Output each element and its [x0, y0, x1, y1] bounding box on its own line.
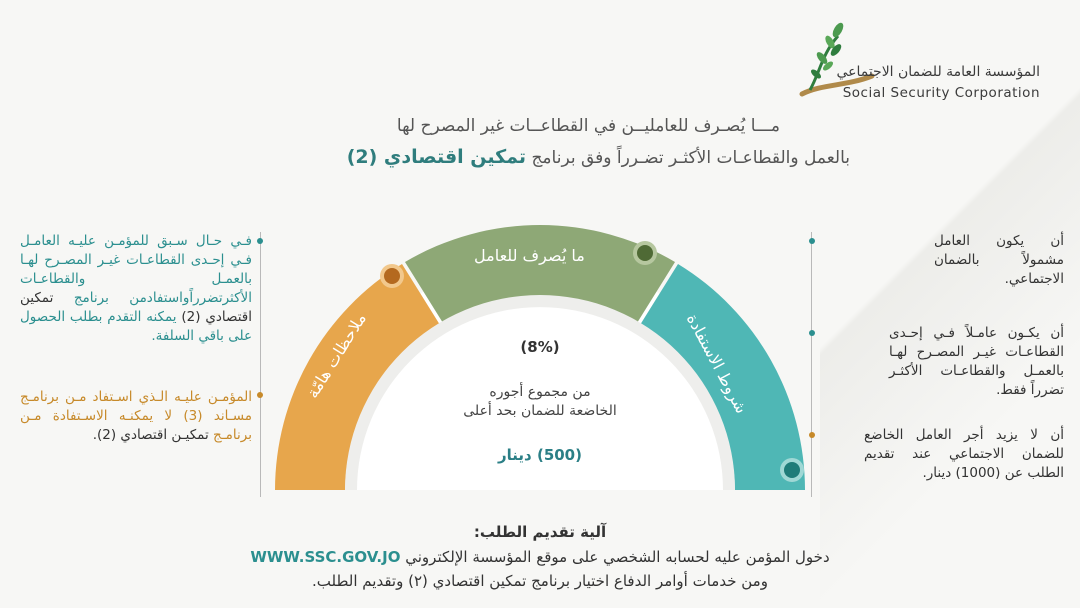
olive-branch-icon [799, 22, 875, 97]
notes-divider [260, 232, 261, 497]
gauge-segment-benefit [405, 225, 675, 323]
condition-2: أن يكـون عامـلاً فـي إحـدى القطاعـات غيـ… [889, 325, 1064, 398]
condition-bullet-1 [809, 238, 815, 244]
notes-column: فـي حـال سـبق للمؤمـن عليـه العامـل فـي … [18, 232, 266, 502]
headline-line2-text: بالعمل والقطاعـات الأكثـر تضـرراً وفق بر… [531, 148, 850, 168]
conditions-column: أن يكون العامل مشمولاً بالضمان الاجتماعي… [809, 232, 1064, 502]
note-2: المؤمـن عليـه الـذي اسـتفاد مـن برنامـج … [20, 388, 252, 445]
note-bullet-2 [257, 392, 263, 398]
note-2-program: تمكيـن اقتصادي (2). [92, 427, 209, 443]
application-step-1-text: دخول المؤمن عليه لحسابه الشخصي على موقع … [405, 548, 830, 566]
application-mechanism-title: آلية تقديم الطلب: [473, 523, 607, 541]
application-step-1: دخول المؤمن عليه لحسابه الشخصي على موقع … [0, 548, 1080, 566]
background-stripe [820, 0, 1080, 608]
condition-3: أن لا يزيد أجر العامل الخاضع للضمان الاج… [864, 427, 1064, 481]
note-bullet-1 [257, 238, 263, 244]
benefit-gauge [275, 225, 805, 490]
note-1-text: فـي حـال سـبق للمؤمـن عليـه العامـل فـي … [20, 233, 252, 306]
logo-name-english: Social Security Corporation [842, 85, 1040, 101]
note-1-text-end: يمكنه التقدم بطلب الحصول على باقي السلفة… [20, 309, 252, 344]
condition-bullet-3 [809, 432, 815, 438]
benefit-max-amount: (500) دينار [498, 446, 582, 464]
application-step-2: ومن خدمات أوامر الدفاع اختيار برنامج تمك… [312, 572, 768, 590]
condition-1: أن يكون العامل مشمولاً بالضمان الاجتماعي… [934, 233, 1064, 287]
headline-line1: مـــا يُصـرف للعامليــن في القطاعــات غي… [396, 116, 780, 136]
benefit-desc-line2: الخاضعة للضمان بحد أعلى [463, 403, 617, 419]
program-name-highlight: تمكين اقتصادي (2) [346, 146, 527, 168]
note-2-text: المؤمـن عليـه الـذي اسـتفاد مـن برنامـج … [20, 389, 253, 443]
gauge-segment-notes [275, 264, 440, 490]
conditions-divider [811, 232, 812, 497]
gauge-dot-left [384, 268, 400, 284]
gauge-dot-right [784, 462, 800, 478]
note-1: فـي حـال سـبق للمؤمـن عليـه العامـل فـي … [20, 232, 252, 346]
ssc-logo: المؤسسة العامة للضمان الاجتماعي Social S… [792, 14, 1062, 104]
headline-line2: بالعمل والقطاعـات الأكثـر تضـرراً وفق بر… [347, 146, 850, 168]
segment-label-benefit: ما يُصرف للعامل [474, 246, 585, 265]
logo-name-arabic: المؤسسة العامة للضمان الاجتماعي [836, 64, 1040, 80]
benefit-percent: (8%) [520, 338, 560, 356]
ssc-website-link[interactable]: WWW.SSC.GOV.JO [250, 548, 401, 566]
gauge-dot-middle [637, 245, 653, 261]
note-1-program: تمكين اقتصادي (2) [20, 290, 252, 325]
condition-bullet-2 [809, 330, 815, 336]
benefit-desc-line1: من مجموع أجوره [489, 384, 591, 400]
gauge-segment-conditions [640, 264, 805, 490]
